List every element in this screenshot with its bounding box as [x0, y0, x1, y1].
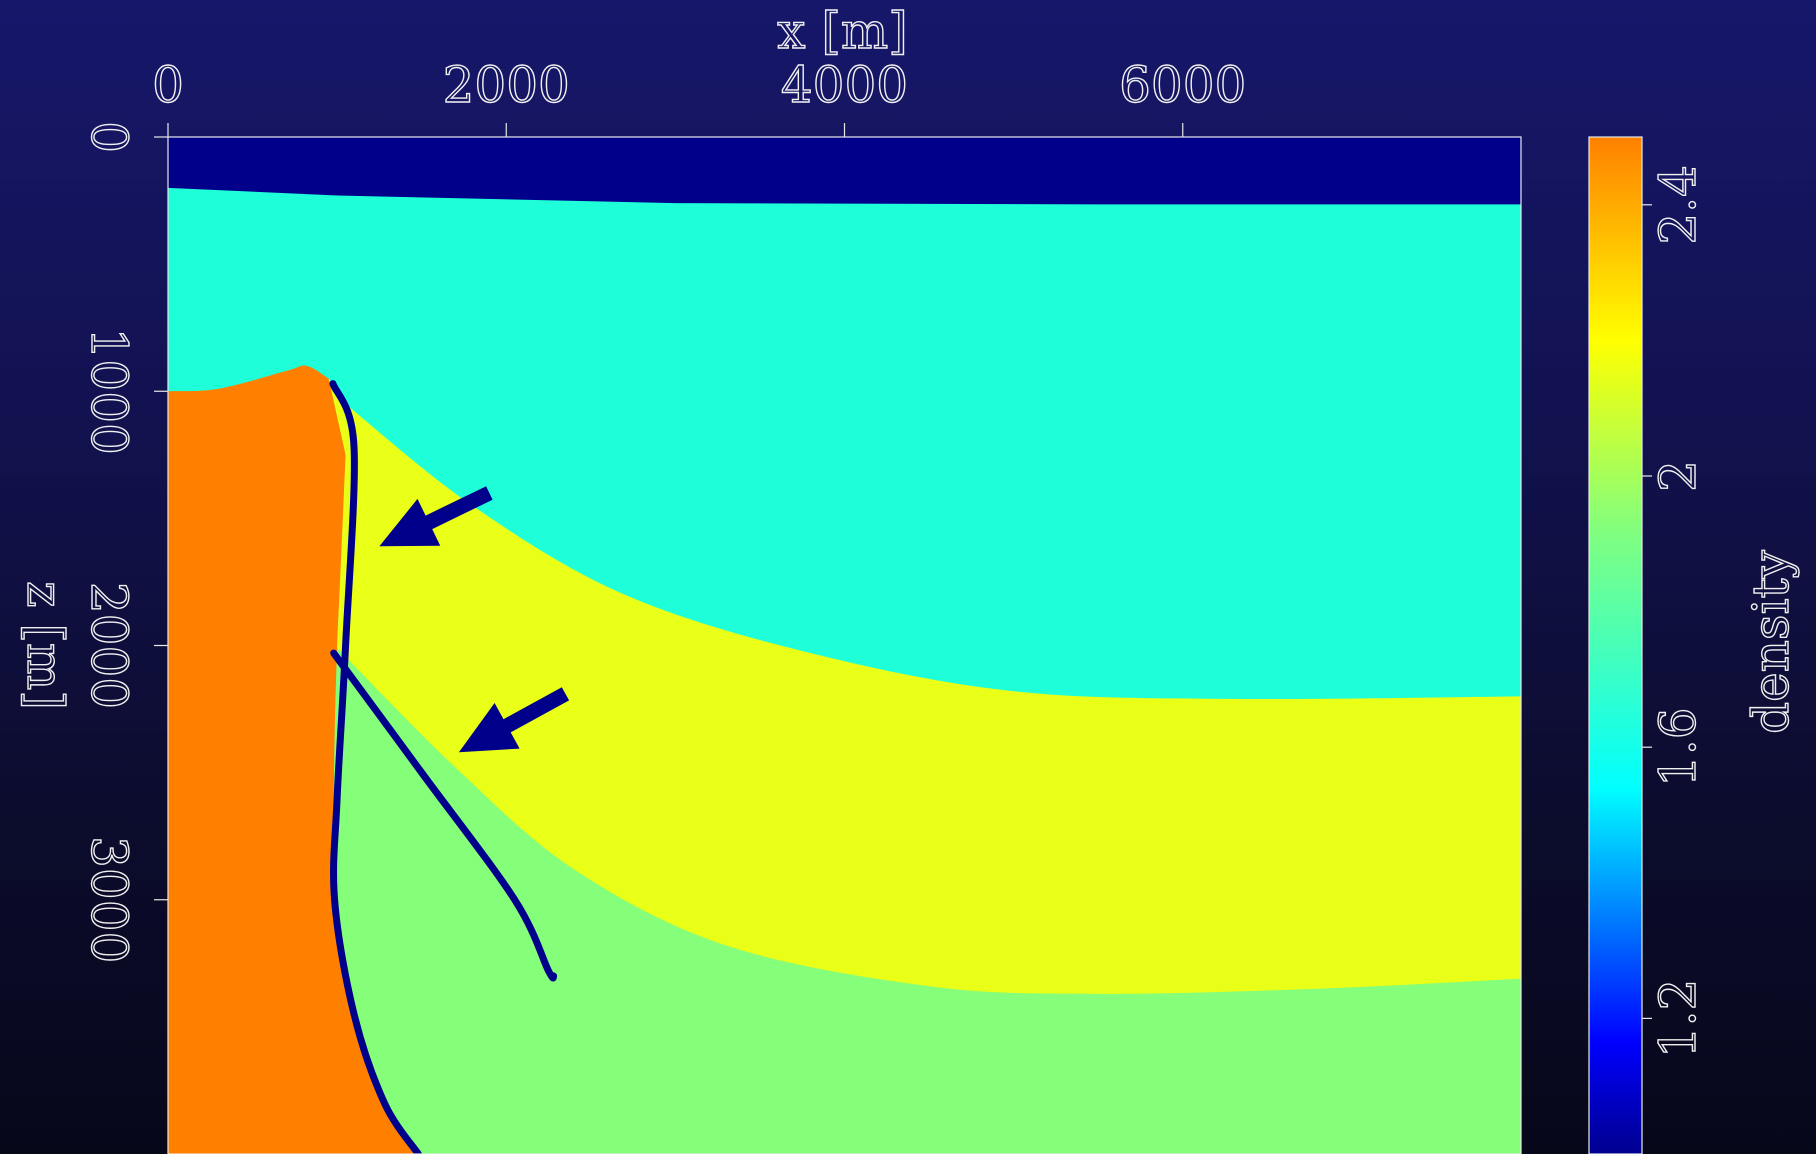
upper-sediment-region — [168, 175, 1521, 700]
colorbar-ticks: 1.2 1.6 2 2.4 — [1642, 164, 1708, 1059]
colorbar-tick-label: 1.6 — [1649, 707, 1707, 787]
plot-area — [168, 137, 1521, 1154]
y-tick-label: 3000 — [80, 836, 138, 963]
colorbar-tick-label: 2.4 — [1649, 165, 1707, 245]
x-tick-label: 2000 — [443, 56, 570, 114]
y-tick-label: 1000 — [80, 328, 138, 455]
colorbar-label: density — [1742, 549, 1800, 734]
colorbar — [1588, 136, 1643, 1154]
y-tick-label: 2000 — [80, 582, 138, 709]
y-axis-ticks: 0 1000 2000 3000 — [79, 120, 168, 964]
colorbar-tick-label: 2 — [1649, 460, 1707, 492]
salt-flank-interface-line — [329, 380, 422, 1154]
y-axis-label: z [m] — [16, 581, 74, 710]
x-tick-label: 0 — [152, 56, 184, 114]
colorbar-tick-label: 1.2 — [1649, 979, 1707, 1059]
inclusion-interface-line — [330, 649, 558, 982]
x-axis-label: x [m] — [777, 2, 908, 60]
annotation-arrow-1 — [379, 486, 493, 547]
water-region — [168, 137, 1521, 205]
annotation-arrow-2 — [458, 687, 570, 753]
y-tick-label: 0 — [80, 121, 138, 153]
x-axis-ticks: 0 2000 4000 6000 — [151, 55, 1247, 137]
x-tick-label: 6000 — [1119, 56, 1246, 114]
x-tick-label: 4000 — [781, 56, 908, 114]
